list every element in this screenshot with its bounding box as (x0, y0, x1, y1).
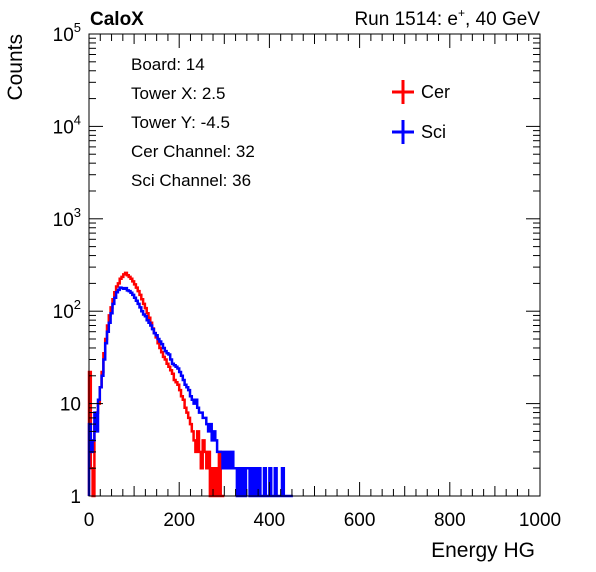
y-tick-label: 10 (60, 395, 81, 416)
info-line-tower-y: Tower Y: -4.5 (131, 113, 230, 132)
chart-title-left: CaloX (90, 9, 144, 30)
title-right-prefix: Run 1514: e (354, 9, 458, 30)
y-tick-label: 1 (70, 487, 81, 508)
x-tick-label: 400 (254, 510, 286, 531)
info-line-tower-x: Tower X: 2.5 (131, 84, 226, 103)
title-right-superscript: + (458, 6, 465, 20)
legend: Cer Sci (392, 80, 450, 144)
y-tick-label: 104 (53, 112, 81, 138)
y-tick-label: 103 (53, 205, 81, 231)
info-line-sci-channel: Sci Channel: 36 (131, 171, 251, 190)
y-tick-label-exponent: 3 (74, 205, 81, 220)
plot-frame (88, 33, 541, 497)
x-tick-label: 200 (163, 510, 195, 531)
chart-title-right: Run 1514: e+, 40 GeV (354, 6, 540, 30)
y-tick-label-base: 10 (53, 117, 74, 138)
y-tick-label-base: 10 (53, 210, 74, 231)
info-line-board: Board: 14 (131, 55, 205, 74)
y-tick-label-exponent: 5 (74, 20, 81, 35)
info-line-cer-channel: Cer Channel: 32 (131, 142, 255, 161)
y-tick-label: 102 (53, 297, 81, 323)
legend-label-sci: Sci (421, 122, 446, 142)
y-tick-label-exponent: 4 (74, 112, 81, 127)
title-right-suffix: , 40 GeV (465, 9, 540, 30)
series-layer (87, 271, 293, 498)
y-tick-label: 105 (53, 20, 81, 46)
x-tick-label: 800 (434, 510, 466, 531)
legend-label-cer: Cer (421, 82, 450, 102)
x-tick-label: 1000 (519, 510, 561, 531)
x-axis-label: Energy HG (431, 539, 535, 562)
y-tick-label-base: 10 (53, 302, 74, 323)
legend-entry-cer: Cer (392, 80, 450, 104)
series-cer-line (87, 271, 225, 498)
x-tick-label: 0 (84, 510, 95, 531)
y-tick-label-exponent: 2 (74, 297, 81, 312)
legend-entry-sci: Sci (392, 120, 446, 144)
y-axis-label: Counts (4, 34, 27, 101)
x-tick-label: 600 (344, 510, 376, 531)
y-tick-label-base: 10 (53, 25, 74, 46)
series-sci-line (87, 286, 293, 498)
info-box: Board: 14 Tower X: 2.5 Tower Y: -4.5 Cer… (131, 55, 255, 190)
